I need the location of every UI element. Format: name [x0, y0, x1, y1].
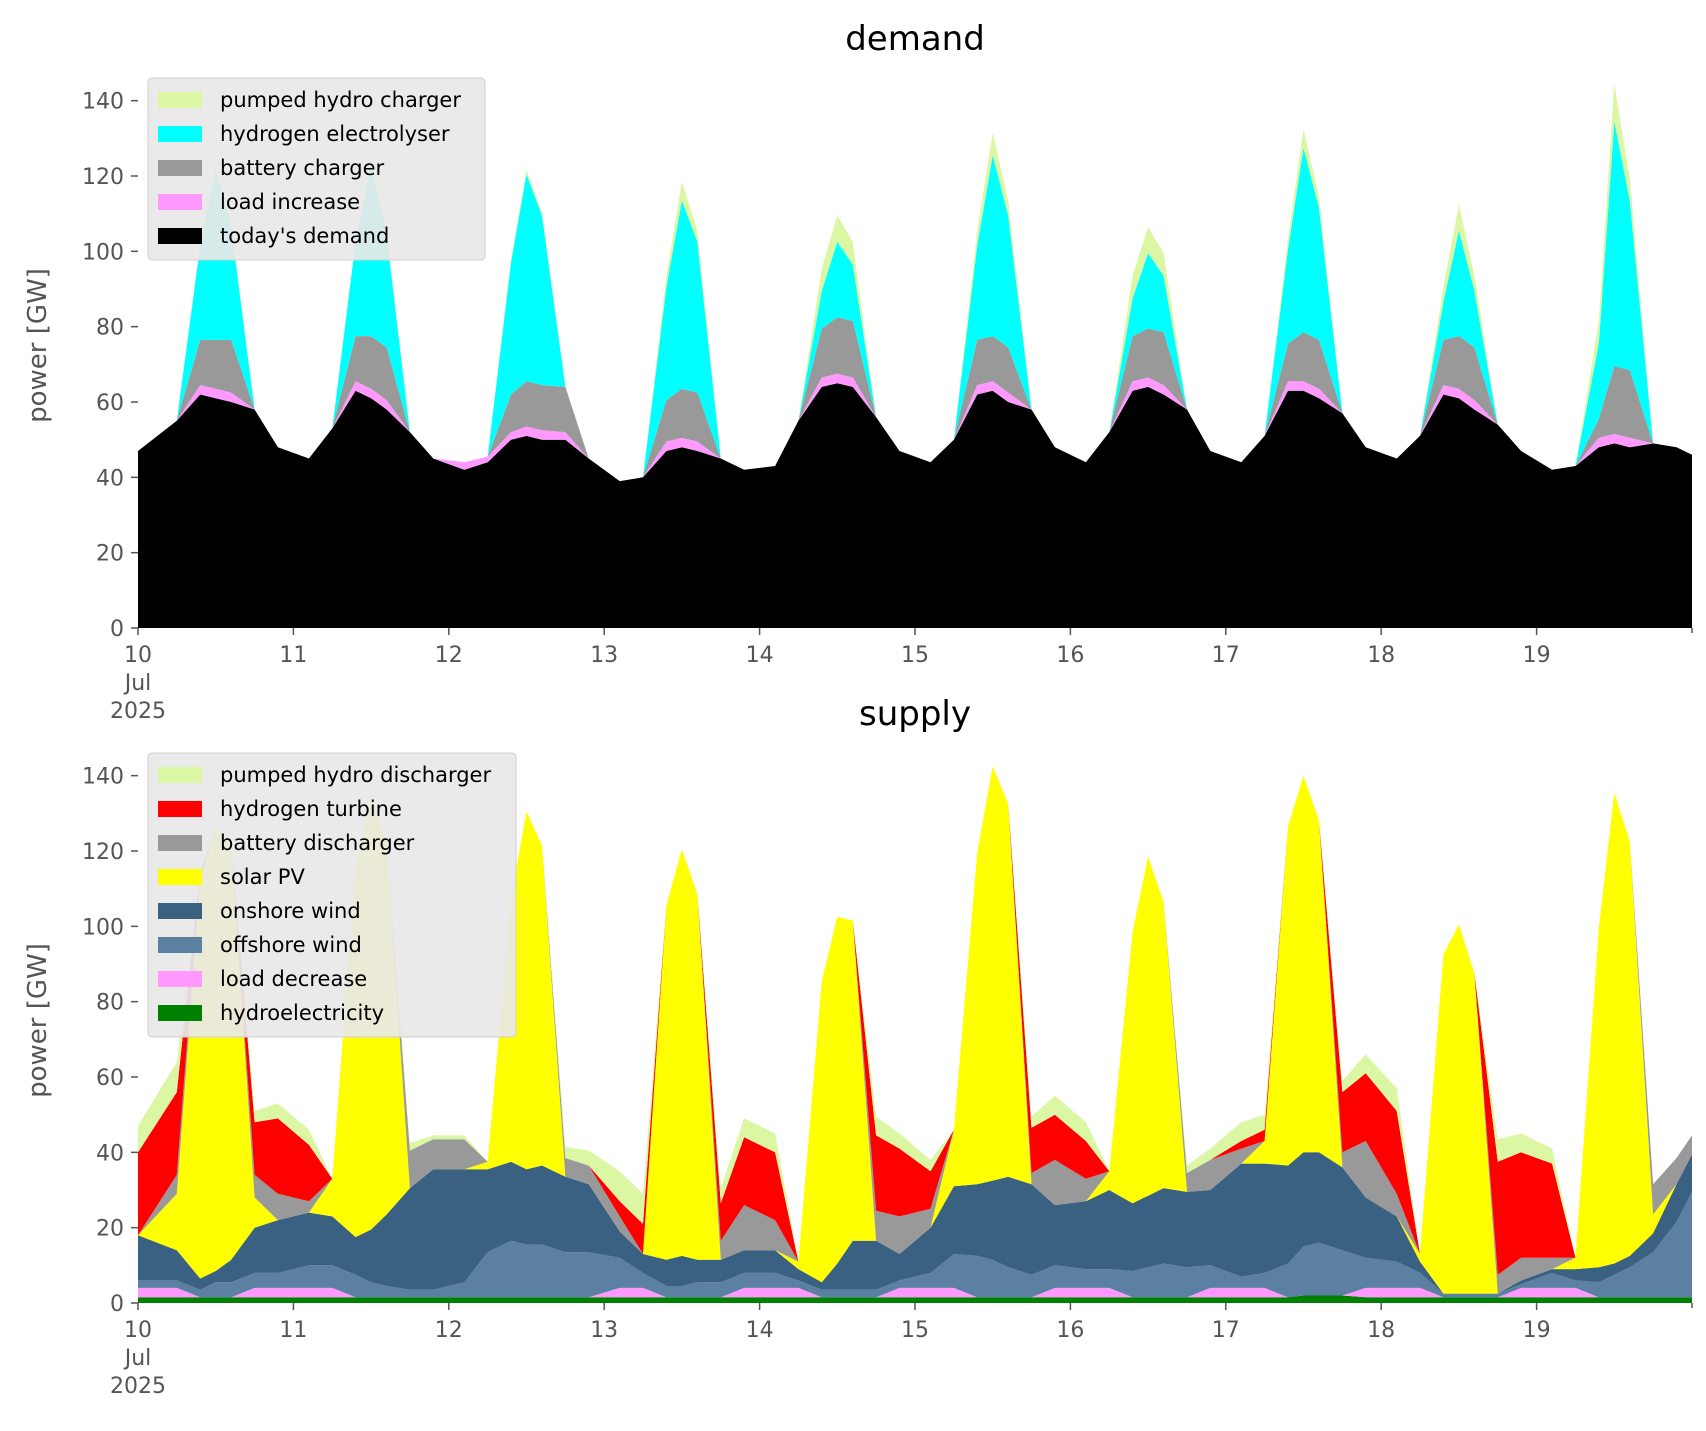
x-tick-label: 18	[1367, 1318, 1395, 1343]
legend-swatch	[158, 869, 202, 885]
y-tick-label: 120	[82, 840, 124, 865]
legend-label: pumped hydro discharger	[220, 763, 491, 787]
legend-swatch	[158, 160, 202, 176]
legend-swatch	[158, 937, 202, 953]
y-tick-label: 140	[82, 765, 124, 790]
legend-label: hydrogen electrolyser	[220, 122, 450, 146]
axes: 0 20 40 60 80 100 120 140 10 Jul 2025 11 12 13 14 15 16 1…	[23, 90, 1693, 724]
x-tick-label: 15	[901, 1318, 929, 1343]
legend-swatch	[158, 126, 202, 142]
legend-swatch	[158, 1005, 202, 1021]
x-tick-label: 17	[1212, 643, 1240, 668]
y-tick-label: 0	[110, 1292, 124, 1317]
y-tick-label: 40	[96, 466, 124, 491]
area-today-s-demand	[138, 383, 1692, 628]
chart-title: demand	[845, 19, 985, 59]
legend-swatch	[158, 801, 202, 817]
y-tick-label: 100	[82, 240, 124, 265]
y-tick-label: 80	[96, 316, 124, 341]
legend-label: solar PV	[220, 865, 305, 889]
legend-swatch	[158, 835, 202, 851]
legend-swatch	[158, 971, 202, 987]
y-tick-label: 60	[96, 391, 124, 416]
legend-label: load increase	[220, 190, 360, 214]
x-tick-label: 10	[124, 643, 152, 668]
legend-label: hydroelectricity	[220, 1001, 384, 1025]
x-tick-label: 12	[435, 1318, 463, 1343]
y-tick-label: 20	[96, 1217, 124, 1242]
legend-label: load decrease	[220, 967, 367, 991]
supply-panel: 0 20 40 60 80 100 120 140 10 Jul 2025 11 12 13 14 15 16 1…	[23, 694, 1693, 1399]
x-tick-label: 16	[1056, 643, 1084, 668]
x-tick-label: 16	[1056, 1318, 1084, 1343]
legend-label: today's demand	[220, 224, 389, 248]
area-offshore-wind	[138, 1191, 1692, 1298]
x-tick-label: 10	[124, 1318, 152, 1343]
x-tick-label: 14	[746, 1318, 774, 1343]
area-hydroelectricity	[138, 1295, 1692, 1303]
x-tick-sublabel: Jul	[123, 671, 152, 696]
chart-title: supply	[859, 694, 971, 734]
area-hydrogen-electrolyser	[138, 121, 1692, 482]
area-onshore-wind	[138, 1152, 1692, 1294]
legend-box	[147, 77, 486, 261]
x-tick-label: 17	[1212, 1318, 1240, 1343]
x-tick-label: 13	[590, 643, 618, 668]
legend-box	[147, 752, 517, 1038]
axes: 0 20 40 60 80 100 120 140 10 Jul 2025 11 12 13 14 15 16 1…	[23, 765, 1693, 1399]
area-battery-charger	[138, 317, 1692, 482]
area-solar-pv	[138, 766, 1692, 1294]
legend: pumped hydro discharger hydrogen turbine b…	[147, 752, 517, 1038]
demand-panel: 0 20 40 60 80 100 120 140 10 Jul 2025 11 12 13 14 15 16 1…	[23, 19, 1693, 724]
x-tick-label: 12	[435, 643, 463, 668]
y-tick-label: 140	[82, 90, 124, 115]
x-tick-sublabel: Jul	[123, 1346, 152, 1371]
legend-label: onshore wind	[220, 899, 361, 923]
x-tick-label: 11	[279, 643, 307, 668]
legend-swatch	[158, 92, 202, 108]
x-tick-label: 15	[901, 643, 929, 668]
y-axis-label: power [GW]	[23, 943, 53, 1098]
y-tick-label: 20	[96, 542, 124, 567]
legend-label: pumped hydro charger	[220, 88, 461, 112]
area-series-group	[138, 766, 1692, 1303]
legend-swatch	[158, 228, 202, 244]
area-hydrogen-turbine	[138, 766, 1692, 1275]
x-tick-label: 18	[1367, 643, 1395, 668]
x-tick-sublabel: 2025	[110, 699, 166, 724]
x-tick-label: 14	[746, 643, 774, 668]
y-tick-label: 40	[96, 1141, 124, 1166]
y-tick-label: 0	[110, 617, 124, 642]
y-tick-label: 60	[96, 1066, 124, 1091]
legend-swatch	[158, 767, 202, 783]
y-tick-label: 120	[82, 165, 124, 190]
legend-label: battery discharger	[220, 831, 415, 855]
legend-swatch	[158, 194, 202, 210]
area-series-group	[138, 83, 1692, 628]
x-tick-label: 19	[1523, 643, 1551, 668]
x-tick-sublabel: 2025	[110, 1374, 166, 1399]
x-tick-label: 13	[590, 1318, 618, 1343]
legend-swatch	[158, 903, 202, 919]
legend: pumped hydro charger hydrogen electrolyse…	[147, 77, 486, 261]
y-tick-label: 80	[96, 991, 124, 1016]
area-load-decrease	[138, 1287, 1692, 1298]
y-tick-label: 100	[82, 915, 124, 940]
legend-label: offshore wind	[220, 933, 362, 957]
legend-label: battery charger	[220, 156, 385, 180]
legend-label: hydrogen turbine	[220, 797, 402, 821]
x-tick-label: 11	[279, 1318, 307, 1343]
y-axis-label: power [GW]	[23, 268, 53, 423]
x-tick-label: 19	[1523, 1318, 1551, 1343]
